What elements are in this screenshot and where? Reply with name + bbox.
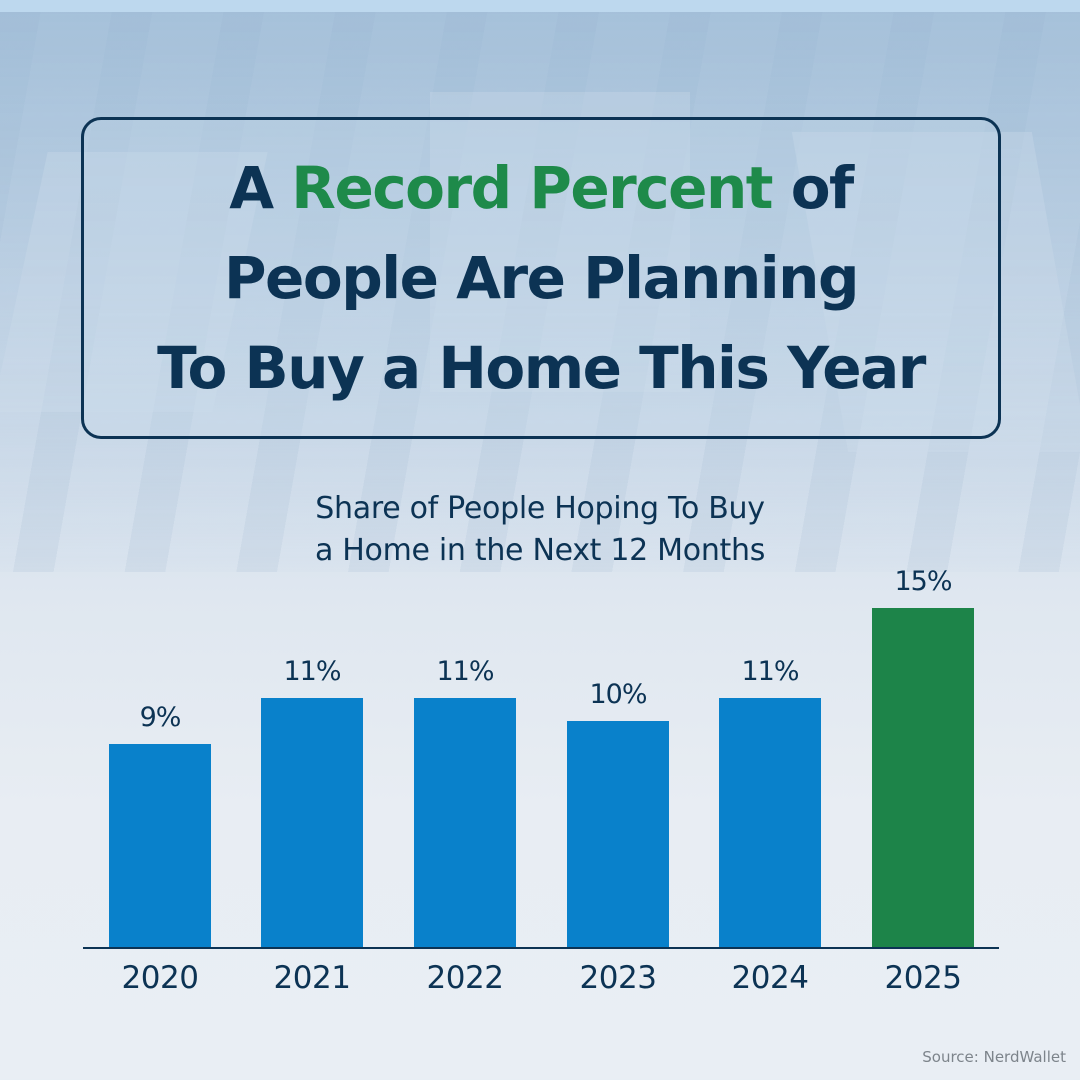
background-photo — [0, 12, 1080, 572]
chart-title-line-2: a Home in the Next 12 Months — [314, 533, 766, 568]
title-text: A — [229, 154, 292, 222]
x-tick-label-2025: 2025 — [884, 960, 962, 996]
top-band — [0, 0, 1080, 12]
data-label-2020: 9% — [139, 701, 182, 733]
x-tick-label-2022: 2022 — [426, 960, 504, 996]
page-title-line-2: People Are Planning — [224, 244, 859, 312]
page-title-line-1: A Record Percent of — [229, 143, 855, 233]
bar-2020 — [109, 743, 211, 947]
x-tick-label-2023: 2023 — [579, 960, 657, 996]
x-tick-label-2021: 2021 — [273, 960, 351, 996]
data-label-2025: 15% — [894, 566, 952, 597]
title-text: of — [772, 154, 855, 222]
data-label-2022: 11% — [436, 656, 494, 688]
background-house-shape — [430, 92, 690, 392]
bar-2025 — [872, 608, 974, 947]
data-label-2021: 11% — [283, 656, 341, 688]
page-title-line-3: To Buy a Home This Year — [157, 334, 926, 402]
x-axis-line — [83, 947, 999, 949]
data-label-2023: 10% — [589, 679, 647, 710]
title-accent: Record Percent — [291, 154, 773, 222]
data-label-2024: 11% — [741, 656, 799, 688]
chart-title: Share of People Hoping To Buy a Home in … — [0, 488, 1080, 572]
source-caption: Source: NerdWallet — [922, 1048, 1066, 1066]
bar-2021 — [261, 698, 363, 947]
title-box: A Record Percent of People Are Planning … — [81, 117, 1001, 439]
chart-title-line-1: Share of People Hoping To Buy — [315, 491, 765, 526]
bar-2023 — [567, 721, 669, 947]
x-tick-label-2020: 2020 — [121, 960, 199, 996]
bar-2024 — [719, 698, 821, 947]
bar-2022 — [414, 698, 516, 947]
x-tick-label-2024: 2024 — [731, 960, 809, 996]
